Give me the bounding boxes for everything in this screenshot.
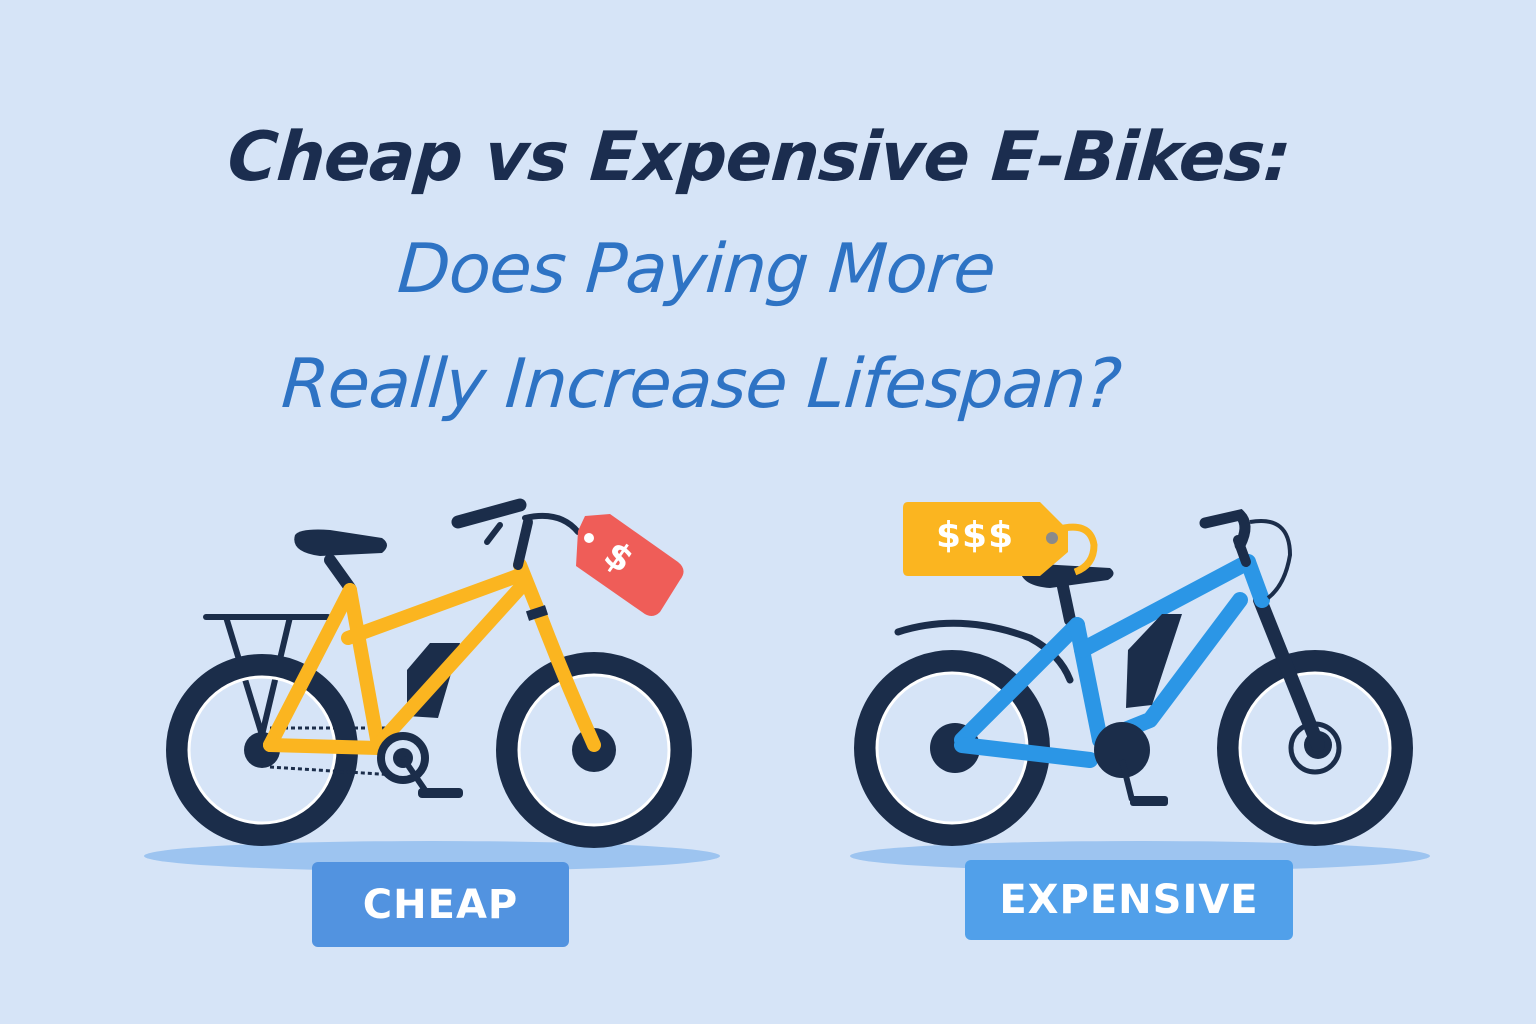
expensive-price-tag-text: $$$: [936, 515, 1015, 556]
expensive-label: EXPENSIVE: [965, 860, 1293, 940]
cheap-seat: [294, 529, 387, 556]
cheap-price-tag-icon: [576, 514, 684, 616]
cheap-chainring: [377, 732, 463, 798]
expensive-price-tag-icon: [903, 502, 1098, 576]
cheap-bike-shadow: [144, 841, 720, 871]
expensive-front-wheel: [1217, 650, 1413, 846]
rear-fender: [894, 619, 1074, 684]
expensive-bike-icon: [854, 502, 1413, 846]
cheap-frame: [263, 558, 601, 755]
cheap-bike-icon: [166, 498, 692, 848]
expensive-battery: [1126, 614, 1182, 708]
mid-drive-motor: [1094, 722, 1150, 778]
cheap-label: CHEAP: [312, 862, 569, 947]
